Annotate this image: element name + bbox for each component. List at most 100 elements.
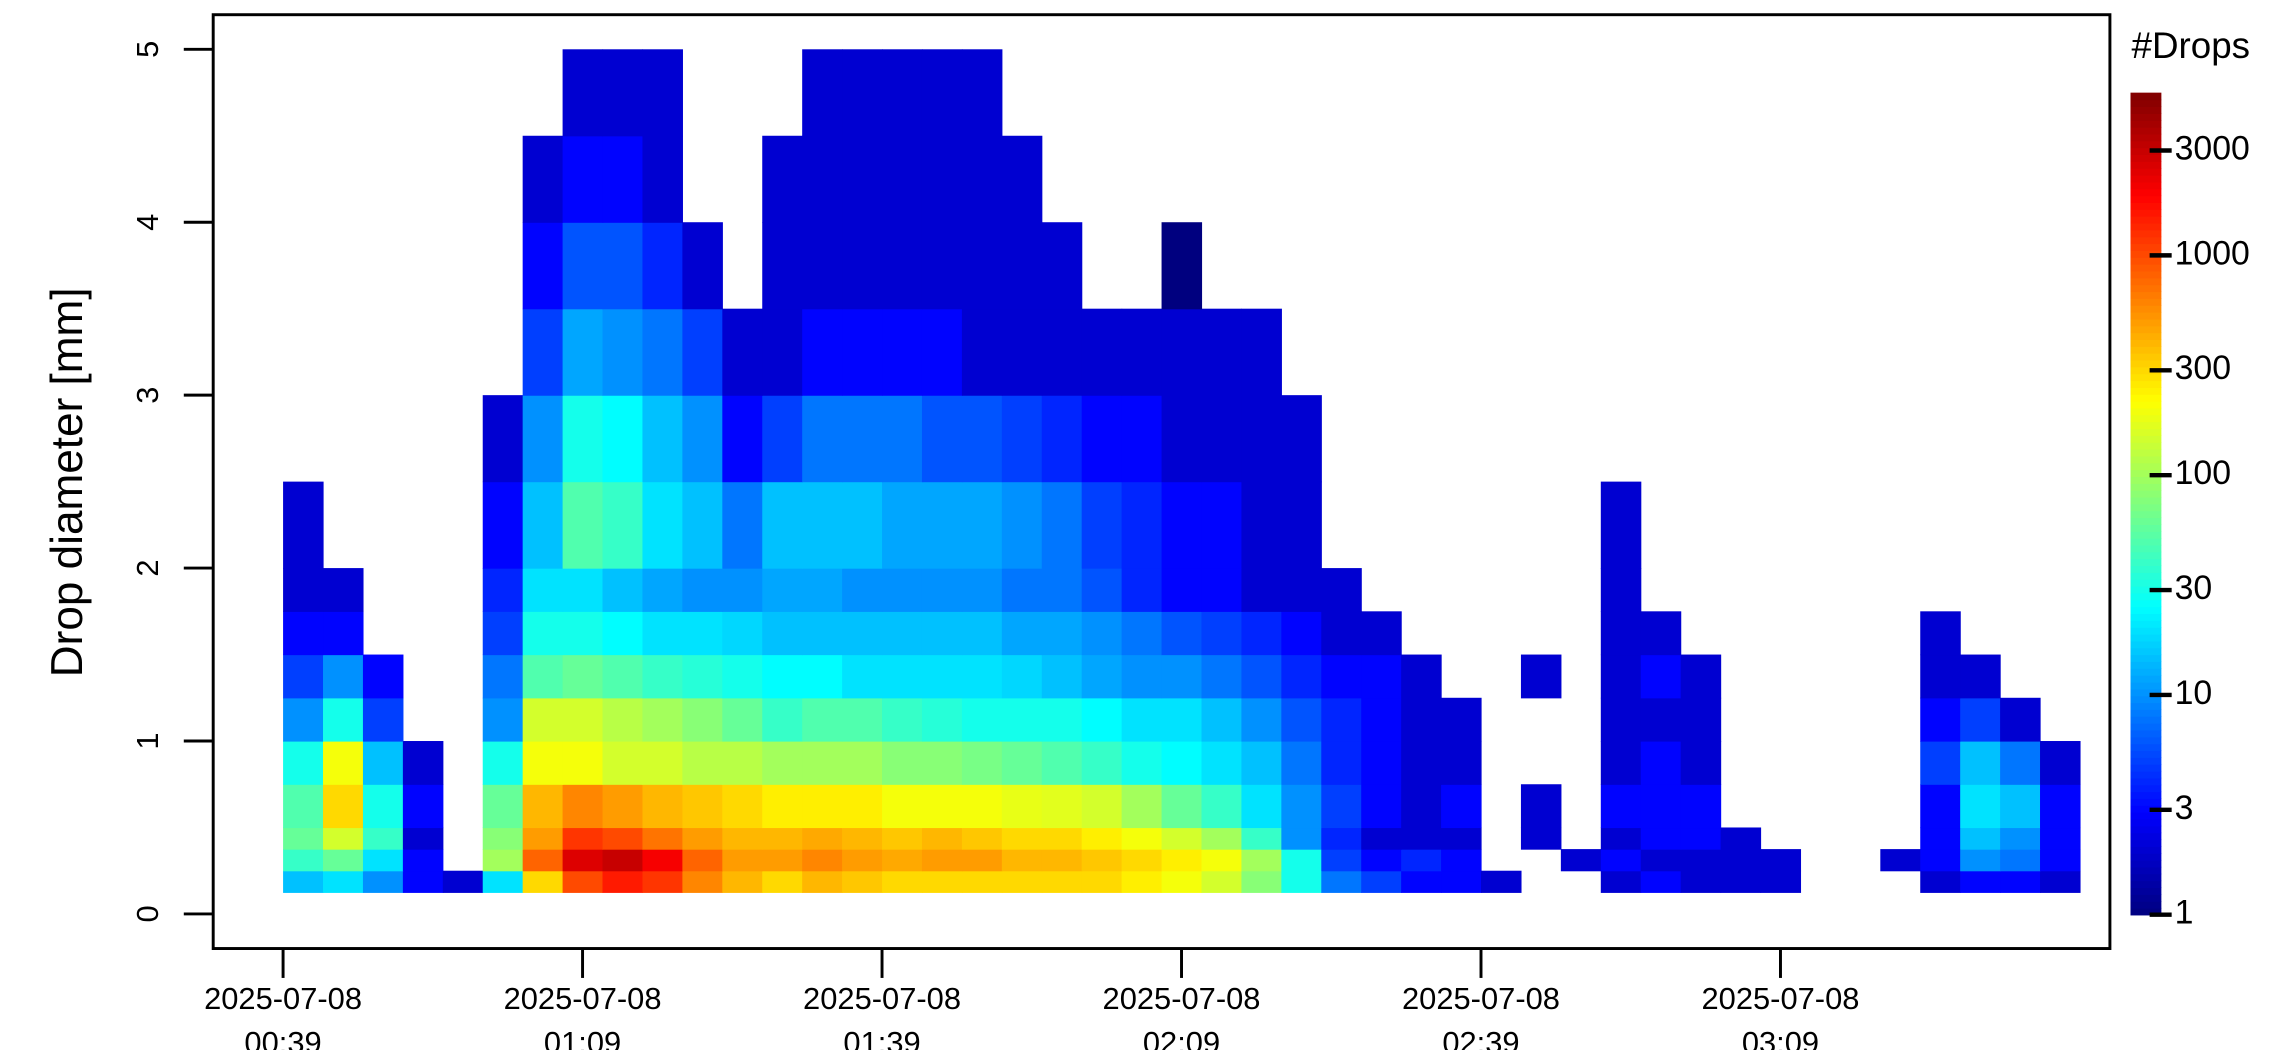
colorbar-slice	[2130, 901, 2162, 909]
heatmap-cell	[602, 697, 644, 742]
heatmap-cell	[1520, 784, 1562, 829]
heatmap-cell	[722, 827, 763, 850]
colorbar-slice	[2130, 298, 2162, 306]
colorbar-slice	[2130, 346, 2162, 354]
heatmap-cell	[1321, 654, 1362, 699]
colorbar-slice	[2130, 702, 2162, 710]
heatmap-cell	[1281, 849, 1322, 872]
colorbar-slice	[2130, 366, 2162, 375]
heatmap-cell	[722, 849, 763, 872]
heatmap-cell	[642, 654, 683, 699]
heatmap-cell	[802, 870, 843, 893]
colorbar-slice	[2130, 120, 2162, 128]
heatmap-cell	[762, 827, 803, 850]
heatmap-cell	[642, 308, 683, 396]
heatmap-cell	[1041, 395, 1083, 483]
y-tick-label: 5	[130, 41, 165, 58]
heatmap-cell	[1281, 611, 1322, 656]
heatmap-cell	[562, 135, 604, 223]
colorbar-slice	[2130, 236, 2162, 245]
colorbar-slice	[2130, 448, 2162, 457]
colorbar-tick-label: 300	[2175, 349, 2231, 387]
heatmap-cell	[283, 481, 324, 569]
heatmap-cell	[1401, 654, 1442, 699]
colorbar-slice	[2130, 859, 2162, 868]
heatmap-cell	[1920, 870, 1961, 893]
colorbar-slice	[2130, 579, 2162, 587]
heatmap-cell	[402, 870, 444, 893]
heatmap-cell	[1201, 697, 1243, 742]
heatmap-cell	[1201, 568, 1243, 612]
heatmap-cell	[882, 395, 923, 483]
colorbar-slice	[2130, 722, 2162, 731]
heatmap-cell	[921, 784, 963, 829]
heatmap-cell	[642, 568, 683, 612]
heatmap-cell	[1081, 308, 1123, 396]
y-axis-title: Drop diameter [mm]	[43, 287, 92, 677]
heatmap-cell	[802, 395, 843, 483]
heatmap-cell	[1161, 849, 1203, 872]
heatmap-cell	[961, 654, 1003, 699]
heatmap-cell	[802, 654, 843, 699]
colorbar-slice	[2130, 887, 2162, 895]
heatmap-cell	[2040, 784, 2081, 829]
heatmap-cell	[1001, 222, 1043, 310]
heatmap-cell	[1001, 568, 1043, 612]
colorbar-slice	[2130, 400, 2162, 409]
heatmap-cell	[1401, 697, 1442, 742]
heatmap-cell	[1321, 827, 1362, 850]
colorbar-slice	[2130, 229, 2162, 238]
heatmap-cell	[522, 784, 564, 829]
colorbar-slice	[2130, 524, 2162, 532]
colorbar-slice	[2130, 174, 2162, 183]
heatmap-cell	[1241, 827, 1282, 850]
colorbar-slice	[2130, 750, 2162, 758]
heatmap-cell	[682, 222, 723, 310]
colorbar-slice	[2130, 284, 2162, 293]
heatmap-cell	[482, 741, 524, 785]
x-tick-label: 2025-07-08 02:09	[1102, 982, 1261, 1050]
y-tick-label: 1	[130, 732, 165, 749]
heatmap-cell	[642, 395, 683, 483]
colorbar-slice	[2130, 250, 2162, 258]
colorbar-slice	[2130, 633, 2162, 642]
heatmap-cell	[802, 49, 843, 137]
heatmap-cell	[682, 308, 723, 396]
heatmap-cell	[802, 481, 843, 569]
heatmap-cell	[1201, 395, 1243, 483]
heatmap-cell	[1041, 741, 1083, 785]
heatmap-cell	[1161, 611, 1203, 656]
heatmap-cell	[682, 395, 723, 483]
colorbar-slice	[2130, 113, 2162, 121]
heatmap-cell	[802, 741, 843, 785]
heatmap-cell	[602, 49, 644, 137]
colorbar-slice	[2130, 489, 2162, 498]
heatmap-cell	[722, 611, 763, 656]
heatmap-cell	[1121, 741, 1163, 785]
heatmap-cell	[1760, 849, 1802, 872]
heatmap-cell	[482, 784, 524, 829]
heatmap-cell	[882, 222, 923, 310]
heatmap-cell	[921, 741, 963, 785]
heatmap-cell	[1600, 827, 1642, 850]
colorbar-slice	[2130, 291, 2162, 299]
colorbar-slice	[2130, 880, 2162, 889]
heatmap-cell	[961, 784, 1003, 829]
colorbar-slice	[2130, 620, 2162, 628]
heatmap-cell	[1680, 827, 1722, 850]
heatmap-cell	[283, 568, 324, 612]
heatmap-cell	[1640, 611, 1682, 656]
heatmap-cell	[802, 568, 843, 612]
heatmap-cell	[1600, 481, 1642, 569]
heatmap-cell	[882, 849, 923, 872]
heatmap-cell	[842, 135, 883, 223]
heatmap-cell	[362, 697, 404, 742]
heatmap-cell	[482, 849, 524, 872]
heatmap-cell	[762, 697, 803, 742]
heatmap-cell	[1161, 222, 1203, 310]
heatmap-cell	[1441, 697, 1482, 742]
heatmap-cell	[1920, 611, 1961, 656]
x-tick-label: 2025-07-08 02:39	[1401, 982, 1560, 1050]
heatmap-cell	[442, 870, 484, 893]
heatmap-cell	[842, 784, 883, 829]
